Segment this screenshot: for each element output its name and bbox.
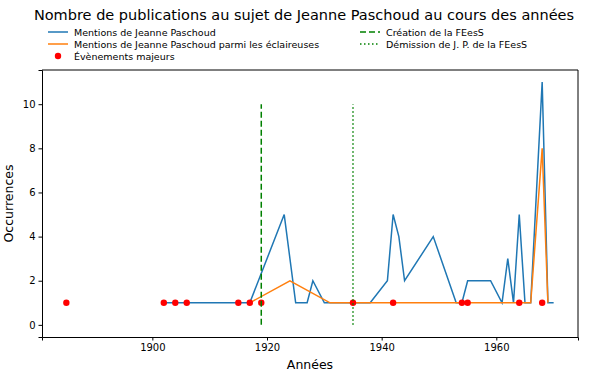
x-tick-label: 1900: [140, 342, 165, 353]
legend: Mentions de Jeanne PaschoudMentions de J…: [48, 27, 527, 62]
series-line: [352, 104, 354, 325]
event-point: [459, 300, 465, 306]
plot-area: [63, 82, 553, 325]
x-tick-mark: [267, 337, 268, 341]
x-tick: 1920: [255, 337, 280, 353]
legend-label: Évènements majeurs: [74, 51, 175, 62]
y-tick: 0: [29, 320, 42, 331]
title: Nombre de publications au sujet de Jeann…: [34, 7, 574, 23]
legend-label: Création de la FEesS: [386, 27, 484, 38]
event-point: [464, 300, 470, 306]
event-point: [235, 300, 241, 306]
legend-line: [48, 43, 68, 45]
legend-marker: [55, 53, 61, 59]
y-tick: 6: [29, 187, 42, 198]
legend-label: Mentions de Jeanne Paschoud parmi les éc…: [74, 39, 319, 50]
event-point: [247, 300, 253, 306]
event-point: [516, 300, 522, 306]
y-tick-mark: [39, 192, 43, 193]
y-tick-label: 0: [29, 320, 35, 331]
legend-label: Démission de J. P. de la FEesS: [386, 39, 527, 50]
y-tick-mark: [39, 325, 43, 326]
x-tick-label: 1960: [484, 342, 509, 353]
event-point: [161, 300, 167, 306]
legend-item: Mentions de Jeanne Paschoud parmi les éc…: [48, 39, 319, 50]
event-point: [539, 300, 545, 306]
x-tick-label: 1940: [369, 342, 394, 353]
y-tick-label: 10: [23, 99, 36, 110]
y-tick: 10: [23, 99, 42, 110]
event-point: [63, 300, 69, 306]
event-point: [184, 300, 190, 306]
legend-item: Mentions de Jeanne Paschoud: [48, 27, 216, 38]
x-tick: 1900: [140, 337, 165, 353]
legend-item: Démission de J. P. de la FEesS: [360, 39, 527, 50]
legend-line: [360, 31, 380, 33]
chart: 1900 1920 1940 1960 0 2 4 6 8 10 Nombre de publica…: [0, 0, 589, 375]
x-axis-title: Années: [287, 357, 333, 372]
y-tick-label: 8: [29, 143, 35, 154]
y-tick: 8: [29, 143, 42, 154]
x-tick: 1960: [484, 337, 509, 353]
y-tick-mark: [39, 281, 43, 282]
event-point: [172, 300, 178, 306]
x-axis-line: [43, 338, 579, 341]
legend-label: Mentions de Jeanne Paschoud: [74, 27, 216, 38]
series-line: [164, 82, 554, 303]
frame-top: [42, 70, 578, 71]
y-axis-title: Occurrences: [1, 165, 16, 243]
y-tick-mark: [39, 148, 43, 149]
y-tick-label: 2: [29, 275, 35, 286]
x-tick-mark: [152, 337, 153, 341]
y-tick-mark: [39, 237, 43, 238]
x-tick: 1940: [369, 337, 394, 353]
y-tick-label: 4: [29, 231, 35, 242]
series-line: [250, 148, 548, 302]
x-axis: 1900 1920 1940 1960: [43, 337, 579, 353]
y-axis-line: [39, 71, 43, 338]
x-tick-label: 1920: [255, 342, 280, 353]
legend-line: [360, 43, 380, 45]
legend-item: Évènements majeurs: [55, 51, 175, 62]
legend-line: [48, 31, 68, 33]
event-point: [390, 300, 396, 306]
y-axis: 0 2 4 6 8 10: [23, 71, 43, 338]
x-tick-mark: [382, 337, 383, 341]
series-line: [261, 104, 263, 325]
y-tick: 4: [29, 231, 42, 242]
x-tick-mark: [496, 337, 497, 341]
y-tick-mark: [39, 104, 43, 105]
y-tick: 2: [29, 275, 42, 286]
y-tick-label: 6: [29, 187, 35, 198]
legend-item: Création de la FEesS: [360, 27, 484, 38]
frame-right: [578, 70, 579, 337]
